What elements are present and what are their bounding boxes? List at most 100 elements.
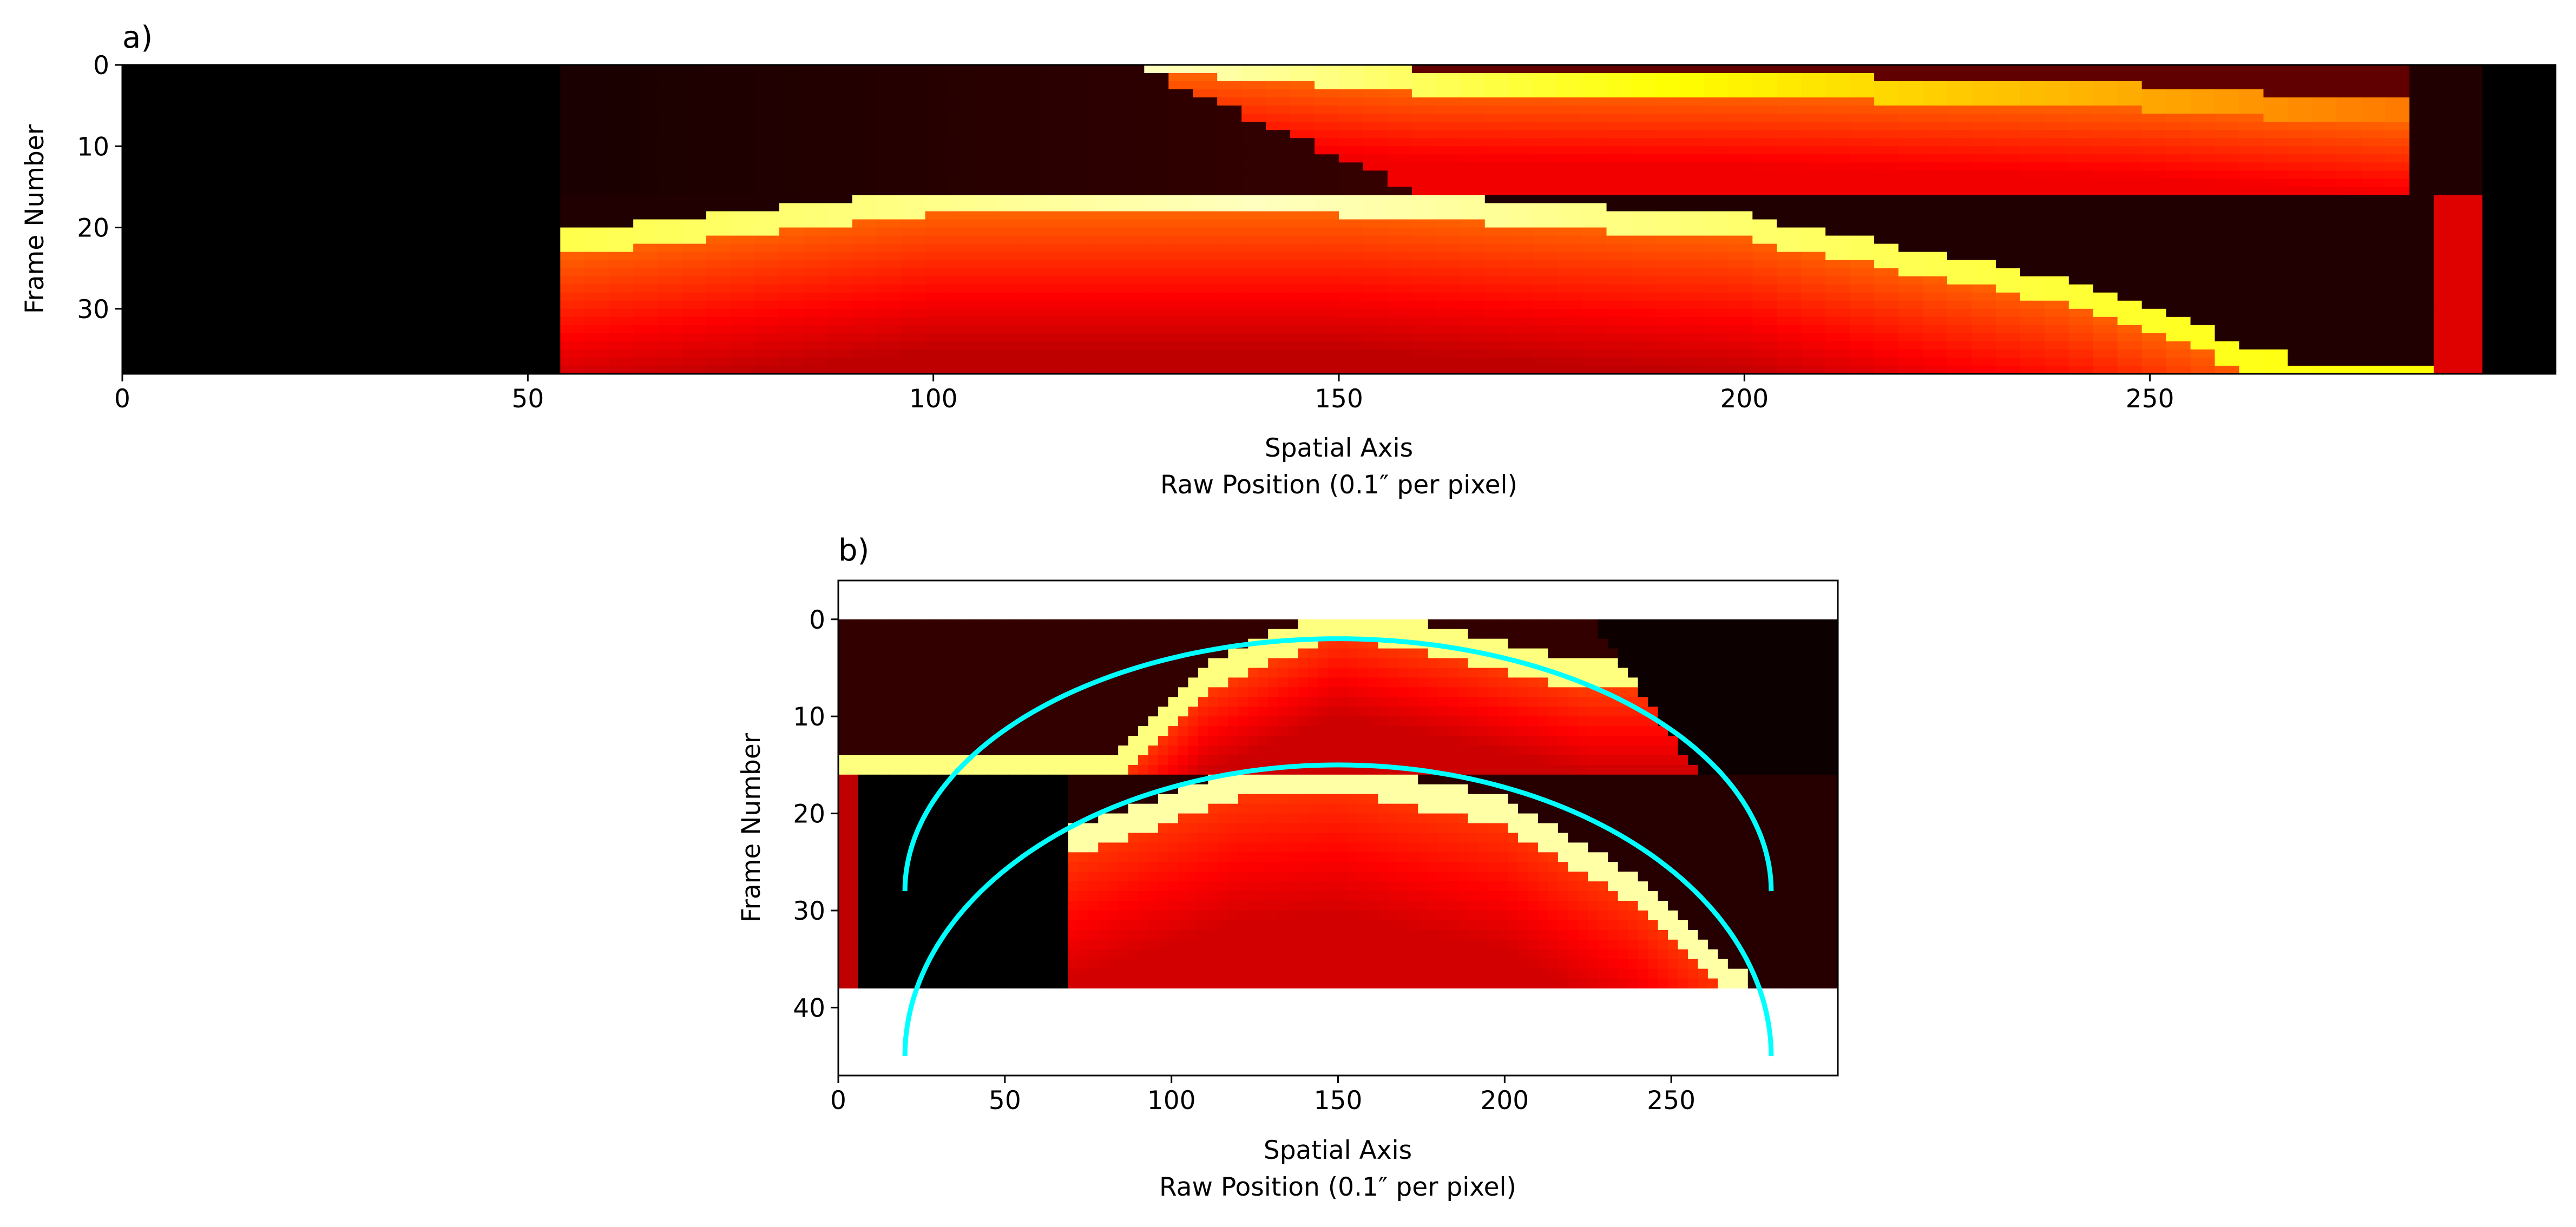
heatmap-cell bbox=[1098, 707, 1109, 717]
heatmap-cell bbox=[682, 73, 707, 82]
heatmap-cell bbox=[1218, 668, 1228, 678]
heatmap-cell bbox=[1788, 677, 1798, 688]
heatmap-cell bbox=[1238, 629, 1248, 639]
heatmap-cell bbox=[1363, 268, 1388, 277]
heatmap-cell bbox=[414, 81, 439, 90]
heatmap-cell bbox=[414, 365, 439, 374]
heatmap-cell bbox=[1728, 105, 1753, 114]
heatmap-cell bbox=[1418, 687, 1429, 697]
heatmap-cell bbox=[1874, 114, 1899, 122]
heatmap-cell bbox=[1460, 268, 1486, 277]
heatmap-cell bbox=[268, 89, 293, 98]
heatmap-cell bbox=[1241, 365, 1266, 374]
heatmap-cell bbox=[1533, 300, 1559, 309]
heatmap-cell bbox=[1128, 629, 1139, 639]
heatmap-cell bbox=[1168, 349, 1193, 358]
heatmap-cell bbox=[1290, 357, 1315, 366]
heatmap-cell bbox=[1138, 697, 1149, 707]
heatmap-cell bbox=[2214, 308, 2240, 318]
heatmap-cell bbox=[731, 105, 755, 114]
heatmap-cell bbox=[1266, 284, 1291, 293]
heatmap-cell bbox=[487, 276, 512, 285]
heatmap-cell bbox=[731, 114, 755, 122]
heatmap-cell bbox=[511, 316, 536, 326]
heatmap-cell bbox=[878, 716, 889, 727]
heatmap-cell bbox=[1208, 638, 1219, 649]
heatmap-cell bbox=[1028, 638, 1039, 649]
heatmap-cell bbox=[1582, 365, 1607, 374]
heatmap-cell bbox=[2458, 333, 2483, 342]
heatmap-cell bbox=[706, 81, 731, 90]
heatmap-cell bbox=[1118, 716, 1129, 727]
heatmap-cell bbox=[2044, 154, 2069, 163]
heatmap-cell bbox=[898, 677, 909, 688]
heatmap-cell bbox=[633, 195, 658, 204]
heatmap-cell bbox=[1436, 252, 1461, 261]
heatmap-cell bbox=[1995, 211, 2021, 220]
heatmap-cell bbox=[1606, 260, 1632, 269]
heatmap-cell bbox=[852, 268, 877, 277]
heatmap-cell bbox=[2434, 170, 2459, 179]
heatmap-cell bbox=[2020, 333, 2045, 342]
heatmap-cell bbox=[1008, 687, 1019, 697]
heatmap-cell bbox=[1188, 668, 1199, 678]
heatmap-cell bbox=[1338, 687, 1349, 697]
heatmap-cell bbox=[852, 252, 877, 261]
heatmap-cell bbox=[1631, 292, 1656, 301]
heatmap-cell bbox=[803, 187, 829, 196]
heatmap-cell bbox=[2312, 284, 2337, 293]
heatmap-cell bbox=[1158, 716, 1169, 727]
heatmap-cell bbox=[876, 154, 902, 163]
heatmap-cell bbox=[2239, 357, 2264, 366]
heatmap-cell bbox=[779, 81, 804, 90]
heatmap-cell bbox=[998, 716, 1009, 727]
heatmap-cell bbox=[414, 179, 439, 187]
heatmap-cell bbox=[1436, 276, 1461, 285]
heatmap-cell bbox=[838, 726, 849, 736]
heatmap-cell bbox=[928, 707, 939, 717]
heatmap-cell bbox=[292, 292, 318, 301]
heatmap-cell bbox=[1679, 292, 1704, 301]
heatmap-cell bbox=[438, 187, 464, 196]
heatmap-cell bbox=[1738, 697, 1749, 707]
heatmap-cell bbox=[1028, 726, 1039, 736]
heatmap-cell bbox=[1436, 187, 1461, 196]
heatmap-cell bbox=[438, 97, 464, 106]
heatmap-cell bbox=[949, 89, 975, 98]
heatmap-cell bbox=[682, 89, 707, 98]
heatmap-cell bbox=[1398, 707, 1409, 717]
heatmap-cell bbox=[876, 268, 902, 277]
heatmap-cell bbox=[1071, 146, 1096, 155]
heatmap-cell bbox=[1378, 697, 1389, 707]
heatmap-cell bbox=[1704, 162, 1729, 171]
heatmap-cell bbox=[1144, 146, 1169, 155]
heatmap-cell bbox=[317, 138, 342, 147]
heatmap-cell bbox=[292, 138, 318, 147]
heatmap-cell bbox=[878, 619, 889, 630]
heatmap-cell bbox=[1484, 243, 1510, 253]
heatmap-cell bbox=[609, 138, 634, 147]
heatmap-cell bbox=[1658, 687, 1668, 697]
heatmap-cell bbox=[1022, 203, 1048, 212]
heatmap-cell bbox=[1339, 349, 1364, 358]
heatmap-cell bbox=[1668, 687, 1679, 697]
heatmap-cell bbox=[341, 341, 366, 350]
heatmap-cell bbox=[2263, 276, 2289, 285]
heatmap-cell bbox=[633, 65, 658, 74]
heatmap-cell bbox=[731, 154, 755, 163]
heatmap-cell bbox=[827, 308, 853, 318]
heatmap-cell bbox=[2044, 325, 2069, 334]
heatmap-cell bbox=[341, 105, 366, 114]
heatmap-cell bbox=[1460, 325, 1486, 334]
heatmap-cell bbox=[195, 316, 220, 326]
heatmap-cell bbox=[2531, 162, 2555, 171]
heatmap-cell bbox=[609, 284, 634, 293]
heatmap-cell bbox=[438, 138, 464, 147]
heatmap-cell bbox=[876, 179, 902, 187]
heatmap-cell bbox=[1995, 292, 2021, 301]
heatmap-cell bbox=[122, 130, 147, 138]
heatmap-cell bbox=[1498, 638, 1509, 649]
heatmap-cell bbox=[219, 268, 245, 277]
heatmap-cell bbox=[536, 203, 561, 212]
heatmap-cell bbox=[2458, 195, 2483, 204]
